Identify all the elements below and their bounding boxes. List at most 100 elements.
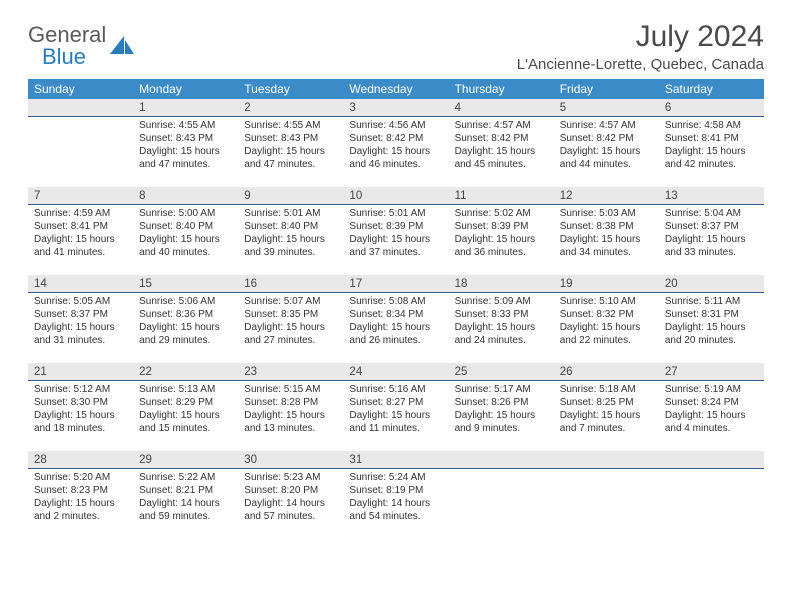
day-body: Sunrise: 5:19 AMSunset: 8:24 PMDaylight:… <box>659 381 764 439</box>
logo-word-blue: Blue <box>42 46 106 68</box>
day-line: Daylight: 15 hours <box>665 409 758 422</box>
day-number: 27 <box>659 363 764 381</box>
day-line: and 42 minutes. <box>665 158 758 171</box>
day-line: Sunrise: 5:10 AM <box>560 295 653 308</box>
day-line: Sunset: 8:37 PM <box>34 308 127 321</box>
day-number: 17 <box>343 275 448 293</box>
day-body: Sunrise: 5:15 AMSunset: 8:28 PMDaylight:… <box>238 381 343 439</box>
day-line: Sunset: 8:20 PM <box>244 484 337 497</box>
day-line: Sunset: 8:32 PM <box>560 308 653 321</box>
day-line: Sunrise: 5:15 AM <box>244 383 337 396</box>
day-line: Daylight: 15 hours <box>349 321 442 334</box>
day-line: Sunrise: 4:56 AM <box>349 119 442 132</box>
day-line: Daylight: 15 hours <box>244 145 337 158</box>
day-line: Daylight: 15 hours <box>34 497 127 510</box>
day-line: Daylight: 15 hours <box>139 233 232 246</box>
day-line: and 13 minutes. <box>244 422 337 435</box>
day-line: Daylight: 14 hours <box>349 497 442 510</box>
calendar-cell: 17Sunrise: 5:08 AMSunset: 8:34 PMDayligh… <box>343 275 448 363</box>
day-number: 13 <box>659 187 764 205</box>
calendar-cell: 21Sunrise: 5:12 AMSunset: 8:30 PMDayligh… <box>28 363 133 451</box>
calendar-cell <box>659 451 764 539</box>
day-number: 26 <box>554 363 659 381</box>
day-number: 28 <box>28 451 133 469</box>
calendar-week: 14Sunrise: 5:05 AMSunset: 8:37 PMDayligh… <box>28 275 764 363</box>
title-block: July 2024 L'Ancienne-Lorette, Quebec, Ca… <box>517 20 764 73</box>
calendar-cell: 23Sunrise: 5:15 AMSunset: 8:28 PMDayligh… <box>238 363 343 451</box>
calendar-cell <box>449 451 554 539</box>
calendar-cell: 2Sunrise: 4:55 AMSunset: 8:43 PMDaylight… <box>238 99 343 187</box>
day-line: Daylight: 15 hours <box>560 321 653 334</box>
day-number: 19 <box>554 275 659 293</box>
day-line: Sunrise: 5:07 AM <box>244 295 337 308</box>
day-line: and 41 minutes. <box>34 246 127 259</box>
day-line: Sunset: 8:24 PM <box>665 396 758 409</box>
day-line: Daylight: 15 hours <box>244 233 337 246</box>
day-number: 6 <box>659 99 764 117</box>
day-body: Sunrise: 4:56 AMSunset: 8:42 PMDaylight:… <box>343 117 448 175</box>
day-line: Sunset: 8:34 PM <box>349 308 442 321</box>
day-body <box>659 469 764 475</box>
day-body <box>449 469 554 475</box>
day-line: Daylight: 15 hours <box>560 145 653 158</box>
day-number: 2 <box>238 99 343 117</box>
day-line: and 29 minutes. <box>139 334 232 347</box>
day-line: and 22 minutes. <box>560 334 653 347</box>
day-line: and 47 minutes. <box>139 158 232 171</box>
day-line: and 4 minutes. <box>665 422 758 435</box>
day-body: Sunrise: 5:16 AMSunset: 8:27 PMDaylight:… <box>343 381 448 439</box>
day-line: Daylight: 15 hours <box>455 233 548 246</box>
day-number: 7 <box>28 187 133 205</box>
calendar-cell: 18Sunrise: 5:09 AMSunset: 8:33 PMDayligh… <box>449 275 554 363</box>
day-number: 20 <box>659 275 764 293</box>
day-line: and 2 minutes. <box>34 510 127 523</box>
dayhead-wednesday: Wednesday <box>343 79 448 99</box>
calendar-cell: 28Sunrise: 5:20 AMSunset: 8:23 PMDayligh… <box>28 451 133 539</box>
calendar-cell: 31Sunrise: 5:24 AMSunset: 8:19 PMDayligh… <box>343 451 448 539</box>
day-line: and 27 minutes. <box>244 334 337 347</box>
logo-text: General Blue <box>28 24 106 68</box>
calendar-week: 7Sunrise: 4:59 AMSunset: 8:41 PMDaylight… <box>28 187 764 275</box>
day-line: Daylight: 15 hours <box>560 233 653 246</box>
day-line: Daylight: 15 hours <box>349 145 442 158</box>
day-body: Sunrise: 5:08 AMSunset: 8:34 PMDaylight:… <box>343 293 448 351</box>
day-line: Daylight: 15 hours <box>560 409 653 422</box>
day-body: Sunrise: 5:12 AMSunset: 8:30 PMDaylight:… <box>28 381 133 439</box>
calendar-cell: 30Sunrise: 5:23 AMSunset: 8:20 PMDayligh… <box>238 451 343 539</box>
day-line: Sunset: 8:41 PM <box>34 220 127 233</box>
day-body: Sunrise: 5:09 AMSunset: 8:33 PMDaylight:… <box>449 293 554 351</box>
day-body: Sunrise: 5:17 AMSunset: 8:26 PMDaylight:… <box>449 381 554 439</box>
month-title: July 2024 <box>517 20 764 54</box>
day-line: Sunrise: 4:55 AM <box>244 119 337 132</box>
day-number: 21 <box>28 363 133 381</box>
page-header: General Blue July 2024 L'Ancienne-Lorett… <box>28 20 764 73</box>
day-body: Sunrise: 5:06 AMSunset: 8:36 PMDaylight:… <box>133 293 238 351</box>
day-line: Sunrise: 5:16 AM <box>349 383 442 396</box>
day-line: Sunrise: 5:00 AM <box>139 207 232 220</box>
day-line: and 44 minutes. <box>560 158 653 171</box>
day-body: Sunrise: 4:57 AMSunset: 8:42 PMDaylight:… <box>449 117 554 175</box>
calendar-cell: 15Sunrise: 5:06 AMSunset: 8:36 PMDayligh… <box>133 275 238 363</box>
logo: General Blue <box>28 20 136 68</box>
day-body: Sunrise: 5:07 AMSunset: 8:35 PMDaylight:… <box>238 293 343 351</box>
day-number <box>659 451 764 469</box>
calendar-cell: 19 Sunrise: 5:10 AMSunset: 8:32 PMDayligh… <box>554 275 659 363</box>
day-number: 3 <box>343 99 448 117</box>
logo-sail-icon <box>110 34 136 61</box>
day-line: Sunrise: 5:02 AM <box>455 207 548 220</box>
day-number: 5 <box>554 99 659 117</box>
calendar-cell: 20Sunrise: 5:11 AMSunset: 8:31 PMDayligh… <box>659 275 764 363</box>
calendar-cell: 24Sunrise: 5:16 AMSunset: 8:27 PMDayligh… <box>343 363 448 451</box>
day-line: and 37 minutes. <box>349 246 442 259</box>
calendar-cell: 10Sunrise: 5:01 AMSunset: 8:39 PMDayligh… <box>343 187 448 275</box>
day-body: Sunrise: 5:02 AMSunset: 8:39 PMDaylight:… <box>449 205 554 263</box>
dayhead-tuesday: Tuesday <box>238 79 343 99</box>
day-number: 10 <box>343 187 448 205</box>
day-line: Sunrise: 5:11 AM <box>665 295 758 308</box>
day-line: and 34 minutes. <box>560 246 653 259</box>
day-number: 12 <box>554 187 659 205</box>
day-line: Sunset: 8:39 PM <box>455 220 548 233</box>
day-line: Daylight: 15 hours <box>244 321 337 334</box>
day-number: 25 <box>449 363 554 381</box>
calendar-week: 21Sunrise: 5:12 AMSunset: 8:30 PMDayligh… <box>28 363 764 451</box>
